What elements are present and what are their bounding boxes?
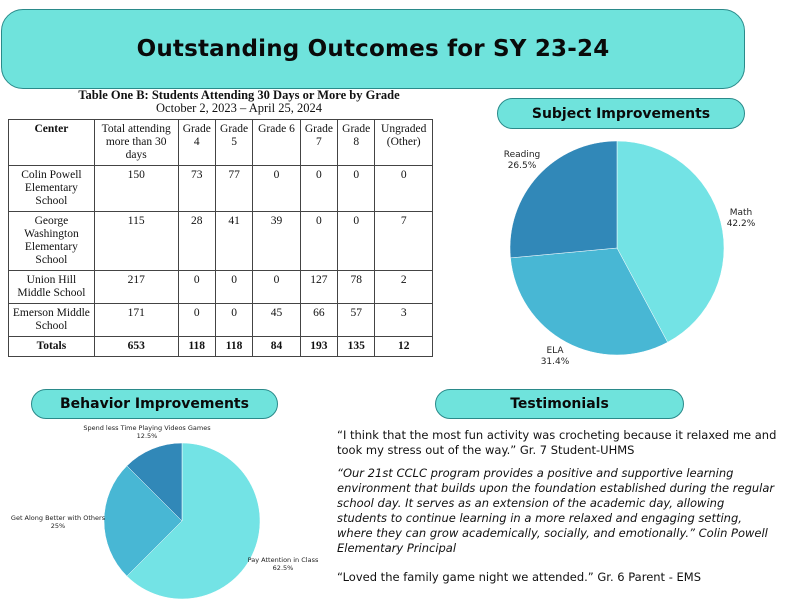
table-cell: 171 (93, 303, 179, 337)
table-header-row: Center Total attending more than 30 days… (8, 119, 433, 166)
table-cell: Totals (8, 336, 95, 357)
pie-label-reading-name: Reading (503, 150, 541, 160)
attendance-table-section: Table One B: Students Attending 30 Days … (8, 89, 440, 357)
table-cell: Emerson Middle School (8, 303, 95, 337)
behavior-improvements-title: Behavior Improvements (31, 389, 278, 419)
subject-improvements-title: Subject Improvements (497, 98, 745, 129)
table-cell: 135 (337, 336, 376, 357)
table-row: Colin Powell Elementary School 150 73 77… (8, 165, 433, 212)
column-header: Total attending more than 30 days (93, 119, 179, 166)
behavior-pie-chart (103, 442, 261, 600)
pie-label-ela: ELA 31.4% (535, 346, 575, 368)
table-cell: 84 (252, 336, 301, 357)
testimonial-principal: “Our 21st CCLC program provides a positi… (337, 466, 775, 555)
column-header: Grade 4 (177, 119, 216, 166)
pie-label-ela-value: 31.4% (540, 357, 570, 367)
table-cell: 118 (214, 336, 254, 357)
column-header: Grade 8 (337, 119, 376, 166)
table-cell: 0 (214, 270, 254, 304)
page-title-banner: Outstanding Outcomes for SY 23-24 (1, 9, 745, 89)
table-cell: George Washington Elementary School (8, 211, 95, 271)
pie-label-videogames-name: Spend less Time Playing Videos Games (83, 424, 211, 432)
totals-row: Totals 653 118 118 84 193 135 12 (8, 336, 433, 357)
pie-label-pay-attention-name: Pay Attention in Class (247, 556, 319, 564)
column-header: Grade 5 (214, 119, 254, 166)
behavior-slice-spend-less-time-playing-videos-games (126, 442, 183, 522)
table-cell: 7 (374, 211, 433, 271)
table-cell: 78 (337, 270, 376, 304)
table-cell: 115 (93, 211, 179, 271)
pie-label-pay-attention: Pay Attention in Class 62.5% (240, 556, 326, 572)
pie-label-get-along-value: 25% (50, 522, 66, 530)
table-cell: 0 (177, 270, 216, 304)
pie-label-reading-value: 26.5% (507, 161, 537, 171)
column-header: Center (8, 119, 95, 166)
table-row: Union Hill Middle School 217 0 0 0 127 7… (8, 270, 433, 304)
table-cell: 39 (252, 211, 301, 271)
pie-label-videogames: Spend less Time Playing Videos Games 12.… (76, 424, 218, 440)
table-cell: 193 (299, 336, 339, 357)
pie-label-reading: Reading 26.5% (500, 150, 544, 172)
table-cell: 0 (337, 211, 376, 271)
subject-pie-chart (509, 140, 725, 356)
table-cell: 0 (214, 303, 254, 337)
testimonial-parent: “Loved the family game night we attended… (337, 570, 702, 584)
pie-label-math: Math 42.2% (724, 208, 758, 230)
table-cell: 0 (177, 303, 216, 337)
table-cell: 0 (299, 211, 339, 271)
table-cell: 3 (374, 303, 433, 337)
table-cell: 57 (337, 303, 376, 337)
table-cell: 0 (299, 165, 339, 212)
pie-label-pay-attention-value: 62.5% (272, 564, 294, 572)
pie-label-get-along: Get Along Better with Others 25% (6, 514, 110, 530)
table-cell: 127 (299, 270, 339, 304)
pie-label-get-along-name: Get Along Better with Others (10, 514, 106, 522)
table-cell: 45 (252, 303, 301, 337)
table-cell: 41 (214, 211, 254, 271)
table-subtitle: October 2, 2023 – April 25, 2024 (156, 101, 322, 115)
page-title: Outstanding Outcomes for SY 23-24 (136, 36, 610, 62)
subject-slice-ela (510, 247, 668, 356)
table-cell: 0 (337, 165, 376, 212)
testimonial-student: “I think that the most fun activity was … (337, 428, 777, 457)
pie-label-math-name: Math (729, 208, 753, 218)
table-cell: 0 (374, 165, 433, 212)
testimonials-title: Testimonials (435, 389, 684, 419)
attendance-table: Center Total attending more than 30 days… (8, 119, 433, 357)
subject-slice-math (616, 140, 725, 343)
table-cell: 653 (93, 336, 179, 357)
table-cell: 66 (299, 303, 339, 337)
table-cell: 217 (93, 270, 179, 304)
pie-label-ela-name: ELA (546, 346, 564, 356)
behavior-slice-get-along-better-with-others (103, 465, 183, 577)
table-cell: 28 (177, 211, 216, 271)
table-cell: 12 (374, 336, 433, 357)
behavior-slice-pay-attention-in-class (126, 442, 261, 600)
column-header: Grade 7 (299, 119, 339, 166)
column-header: Ungraded (Other) (374, 119, 433, 166)
table-cell: 0 (252, 270, 301, 304)
table-cell: 118 (177, 336, 216, 357)
table-cell: 0 (252, 165, 301, 212)
table-cell: Union Hill Middle School (8, 270, 95, 304)
table-cell: 77 (214, 165, 254, 212)
testimonials-section: “I think that the most fun activity was … (337, 428, 777, 585)
pie-label-videogames-value: 12.5% (136, 432, 158, 440)
table-row: Emerson Middle School 171 0 0 45 66 57 3 (8, 303, 433, 337)
table-cell: Colin Powell Elementary School (8, 165, 95, 212)
pie-label-math-value: 42.2% (726, 219, 756, 229)
table-title: Table One B: Students Attending 30 Days … (78, 88, 400, 102)
table-cell: 150 (93, 165, 179, 212)
table-cell: 2 (374, 270, 433, 304)
table-cell: 73 (177, 165, 216, 212)
subject-slice-reading (509, 140, 618, 259)
table-row: George Washington Elementary School 115 … (8, 211, 433, 271)
column-header: Grade 6 (252, 119, 301, 166)
